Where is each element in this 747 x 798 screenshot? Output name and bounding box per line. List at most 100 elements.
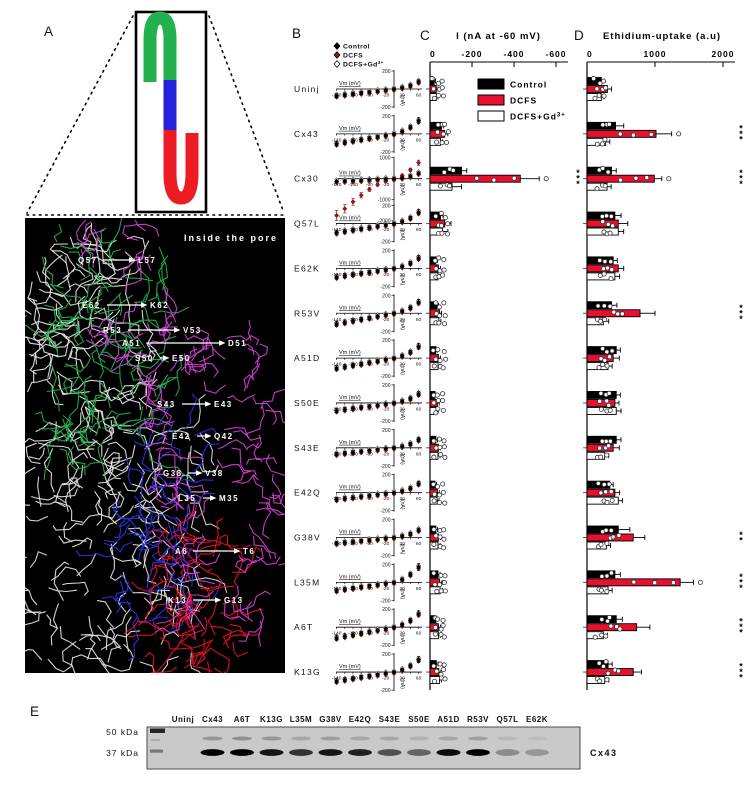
data-point — [596, 365, 602, 371]
data-point — [437, 534, 443, 540]
data-point — [605, 265, 611, 271]
legend-swatch — [477, 110, 505, 122]
data-point — [604, 363, 610, 369]
mutation-label-a6: A6 T6 — [175, 547, 254, 556]
data-point — [604, 573, 610, 579]
faint-upper-band — [438, 736, 459, 741]
svg-text:-20: -20 — [382, 362, 389, 368]
significance-marker: * — [739, 628, 743, 638]
svg-text:-400: -400 — [503, 49, 524, 59]
panel-c-label: C — [420, 28, 430, 43]
data-point — [445, 221, 451, 227]
significance-marker: * — [739, 314, 743, 324]
data-point — [440, 398, 446, 404]
data-point — [594, 141, 600, 147]
svg-text:L35: L35 — [178, 494, 196, 503]
data-point — [445, 231, 451, 237]
data-point — [439, 140, 445, 146]
data-point — [440, 93, 446, 99]
data-point — [433, 410, 439, 416]
svg-text:1000: 1000 — [644, 49, 667, 59]
panel-a-label: A — [44, 24, 54, 39]
data-point — [594, 186, 600, 192]
data-point — [596, 92, 602, 98]
row-label: S43E — [294, 443, 320, 453]
svg-text:200: 200 — [382, 562, 391, 568]
marker-37kda: 37 kDa — [106, 748, 139, 758]
gel-image — [146, 726, 581, 770]
lane-label: E62K — [526, 715, 548, 724]
data-point — [438, 223, 444, 229]
svg-text:20: 20 — [400, 227, 406, 233]
data-point — [440, 407, 446, 413]
x-axis-label: Vm (mV) — [339, 171, 361, 177]
bar-group-cx30: *** — [426, 166, 580, 191]
ladder-band-50kda — [150, 728, 165, 733]
svg-text:60: 60 — [416, 586, 422, 592]
svg-text:200: 200 — [382, 248, 391, 254]
x-axis-label: Vm (mV) — [339, 530, 361, 536]
filled-diamond-icon — [333, 51, 341, 59]
data-point — [441, 580, 447, 586]
data-point — [432, 491, 438, 497]
legend-swatch — [477, 94, 505, 106]
data-point — [600, 165, 606, 171]
svg-text:-200: -200 — [380, 643, 390, 649]
lane-label: A51D — [437, 715, 459, 724]
data-point — [438, 588, 444, 594]
bar-group-a51d — [426, 346, 449, 371]
svg-text:-20: -20 — [382, 227, 389, 233]
mutation-label-k13: K13 G13 — [168, 596, 242, 605]
data-point — [441, 169, 447, 175]
data-point — [436, 492, 442, 498]
svg-text:-1000: -1000 — [378, 198, 391, 204]
cx43-band — [200, 749, 225, 756]
significance-marker: * — [739, 174, 743, 184]
data-point — [442, 121, 448, 127]
svg-text:DCFS+Gd3+: DCFS+Gd3+ — [343, 60, 384, 68]
panel-b-label: B — [292, 26, 302, 41]
svg-text:-200: -200 — [380, 688, 390, 694]
svg-text:-200: -200 — [380, 419, 390, 425]
svg-text:S43: S43 — [157, 400, 176, 409]
cx43-band — [318, 749, 343, 756]
faint-upper-band — [320, 736, 341, 741]
significance-marker: * — [739, 308, 743, 318]
data-point — [436, 320, 442, 326]
svg-text:-140: -140 — [332, 631, 342, 637]
panel-e-label: E — [30, 704, 40, 719]
svg-text:200: 200 — [382, 114, 391, 120]
data-point — [437, 582, 443, 588]
y-axis-label: I(nA) — [399, 499, 405, 510]
data-point — [604, 499, 610, 505]
lane-label: Cx43 — [202, 715, 223, 724]
data-point — [432, 631, 438, 637]
data-point — [450, 167, 456, 173]
svg-text:-20: -20 — [382, 676, 389, 682]
data-point — [434, 668, 440, 674]
data-point — [630, 132, 636, 138]
svg-text:-200: -200 — [380, 598, 390, 604]
data-point — [435, 92, 441, 98]
cx43-band — [466, 749, 490, 756]
data-point — [597, 678, 603, 684]
svg-text:DCFS: DCFS — [343, 53, 363, 60]
bar-group-l35m — [426, 570, 448, 595]
svg-text:-200: -200 — [380, 105, 390, 111]
data-point — [431, 541, 437, 547]
data-point — [609, 497, 615, 503]
data-point — [441, 321, 447, 327]
data-point — [440, 131, 446, 137]
data-point — [435, 80, 441, 86]
data-point — [441, 545, 447, 551]
row-label: Cx43 — [294, 129, 319, 139]
data-point — [433, 213, 439, 219]
data-point — [614, 624, 620, 630]
svg-text:60: 60 — [416, 676, 422, 682]
data-point — [652, 580, 658, 586]
panel-d-title: Ethidium-uptake (a.u) — [602, 31, 722, 42]
significance-marker: * — [739, 134, 743, 144]
lane-label: A6T — [234, 715, 251, 724]
data-point — [592, 634, 598, 640]
